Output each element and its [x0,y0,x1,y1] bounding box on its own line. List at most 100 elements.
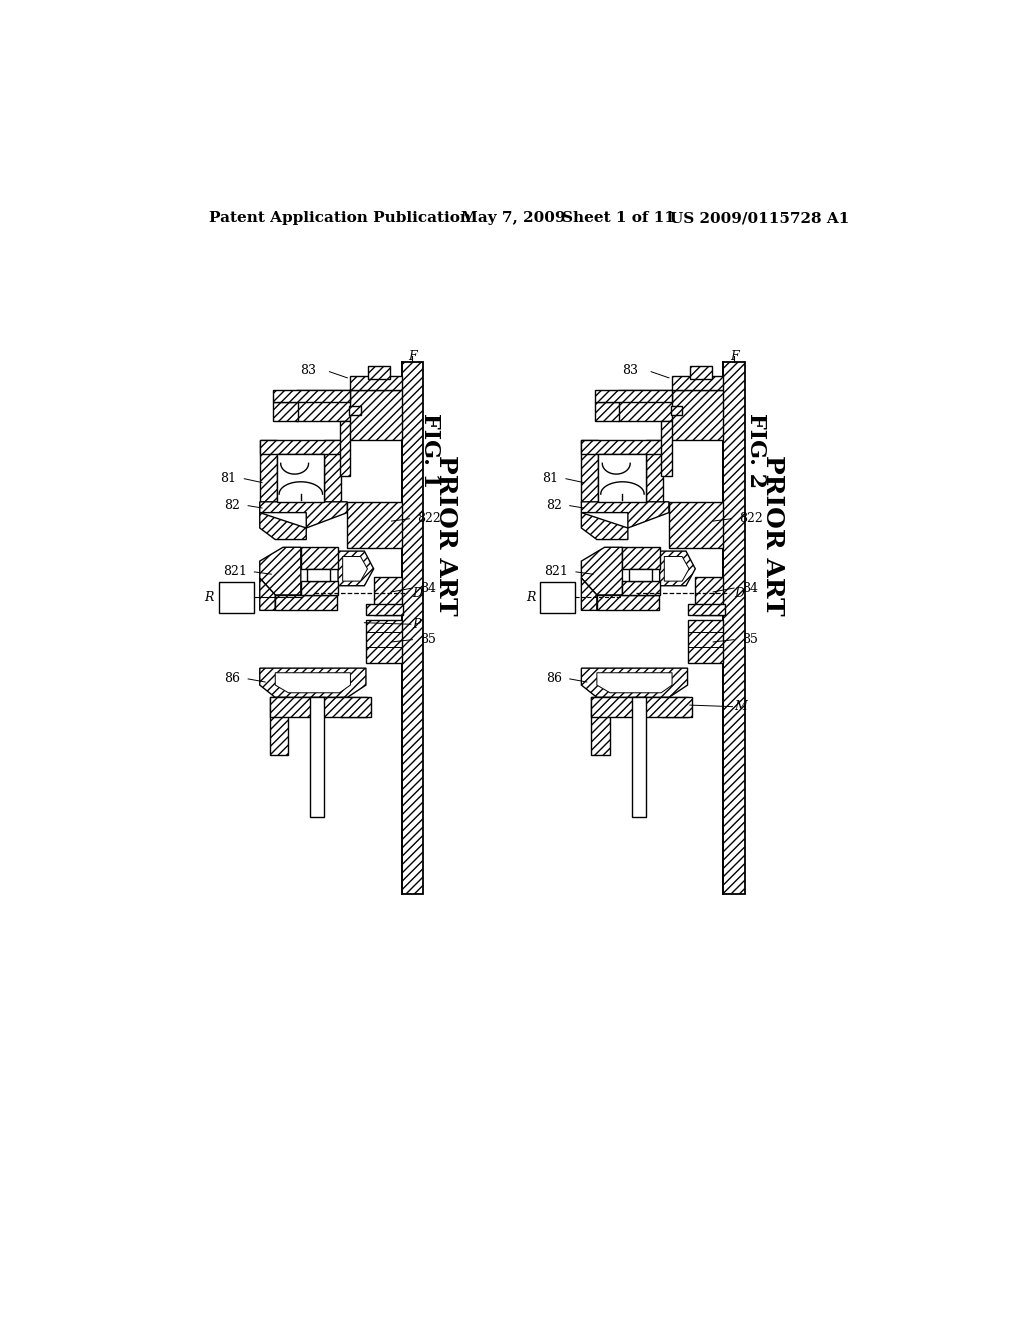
Bar [598,454,646,502]
Bar [350,376,401,391]
Bar [629,569,652,581]
Bar [260,441,276,502]
Text: 82: 82 [224,499,241,512]
Bar [340,697,367,717]
Bar [270,697,371,717]
Bar [310,697,324,817]
Text: 85: 85 [741,634,758,647]
Text: D: D [734,587,744,601]
Bar [592,697,610,755]
Text: 822: 822 [738,512,763,525]
Bar [324,441,341,502]
Bar [366,605,403,615]
Text: R: R [526,591,536,603]
Polygon shape [260,502,347,528]
Bar [595,391,672,401]
Text: 83: 83 [623,363,638,376]
Bar [669,502,723,548]
Text: FIG. 2: FIG. 2 [744,413,767,488]
Text: R: R [205,591,214,603]
Text: US 2009/0115728 A1: US 2009/0115728 A1 [671,211,850,226]
Text: Sheet 1 of 11: Sheet 1 of 11 [562,211,675,226]
Text: M: M [734,700,746,713]
Polygon shape [260,578,275,610]
Bar [687,620,723,663]
Bar [687,605,725,615]
Bar [349,405,360,414]
Text: 84: 84 [420,582,436,594]
Text: 81: 81 [220,473,237,486]
Bar [671,405,682,414]
Bar [275,595,337,610]
Bar [374,577,401,615]
Text: 86: 86 [224,672,241,685]
Polygon shape [665,557,689,581]
Bar [632,697,646,817]
Bar [592,697,692,717]
Bar [307,569,331,581]
Polygon shape [597,673,672,693]
Polygon shape [343,557,368,581]
Text: 82: 82 [546,499,562,512]
Bar [347,502,401,548]
Bar [219,582,254,612]
Bar [690,366,712,379]
Polygon shape [260,668,366,697]
Text: D: D [413,587,423,601]
Bar [695,577,723,615]
Bar [273,391,350,401]
Bar [595,401,620,421]
Polygon shape [659,552,695,586]
Polygon shape [338,552,374,586]
Bar [617,391,672,421]
Bar [541,582,575,612]
Bar [582,441,598,502]
Bar [349,391,401,441]
Bar [369,366,390,379]
Polygon shape [260,512,306,540]
Text: F: F [409,350,417,363]
Text: PRIOR ART: PRIOR ART [434,455,458,616]
Polygon shape [582,578,597,610]
Bar [276,454,324,502]
Text: FIG. 1: FIG. 1 [419,413,441,488]
Text: 81: 81 [542,473,558,486]
Bar [623,581,659,595]
Text: 821: 821 [222,565,247,578]
Bar [672,376,723,391]
Bar [582,441,663,454]
Bar [662,421,672,475]
Text: 84: 84 [741,582,758,594]
Polygon shape [275,673,350,693]
Bar [401,363,423,894]
Bar [366,620,401,663]
Text: 83: 83 [301,363,316,376]
Bar [340,421,350,475]
Text: F: F [730,350,738,363]
Text: Patent Application Publication: Patent Application Publication [209,211,471,226]
Bar [260,441,341,454]
Polygon shape [582,548,623,595]
Bar [301,548,338,569]
Bar [623,548,659,569]
Polygon shape [582,502,669,528]
Bar [597,595,658,610]
Bar [270,697,289,755]
Polygon shape [260,548,301,595]
Polygon shape [582,668,687,697]
Bar [662,697,688,717]
Polygon shape [582,512,628,540]
Bar [646,441,663,502]
Bar [273,401,298,421]
Text: May 7, 2009: May 7, 2009 [461,211,565,226]
Bar [723,363,744,894]
Text: 822: 822 [417,512,440,525]
Bar [671,391,723,441]
Bar [301,581,338,595]
Text: PRIOR ART: PRIOR ART [761,455,784,616]
Text: 86: 86 [546,672,562,685]
Bar [296,391,350,421]
Text: 85: 85 [420,634,436,647]
Text: 821: 821 [545,565,568,578]
Text: P: P [413,618,421,631]
